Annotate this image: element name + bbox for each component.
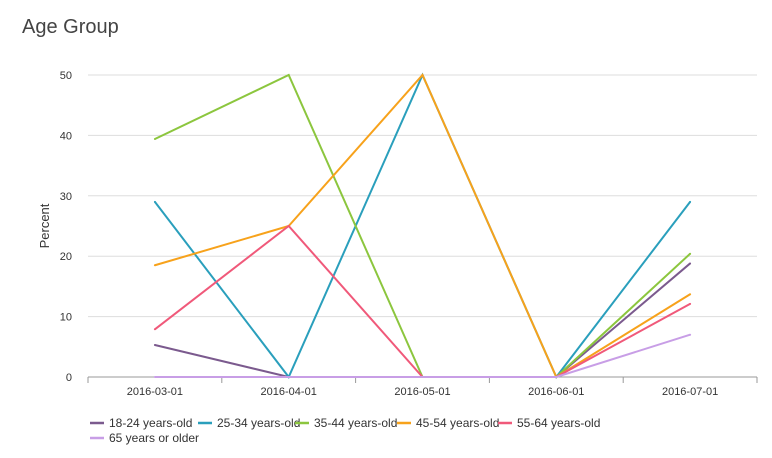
legend-label: 45-54 years-old xyxy=(416,416,499,430)
x-tick-label: 2016-05-01 xyxy=(394,386,450,398)
data-point xyxy=(555,376,558,378)
data-point xyxy=(421,74,424,76)
data-point xyxy=(287,376,290,378)
chart-title: Age Group xyxy=(22,16,119,38)
y-tick-label: 40 xyxy=(60,130,72,142)
data-point xyxy=(287,74,290,76)
data-point xyxy=(153,343,156,346)
data-point xyxy=(689,252,692,255)
data-point xyxy=(689,302,692,305)
y-tick-label: 0 xyxy=(66,372,72,384)
legend-label: 35-44 years-old xyxy=(314,416,397,430)
data-point xyxy=(689,333,692,336)
data-point xyxy=(689,293,692,296)
legend-label: 18-24 years-old xyxy=(109,416,192,430)
y-axis-label: Percent xyxy=(37,203,52,248)
x-tick-label: 2016-04-01 xyxy=(261,386,317,398)
x-tick-label: 2016-03-01 xyxy=(127,386,183,398)
data-point xyxy=(689,200,692,203)
legend-label: 25-34 years-old xyxy=(217,416,300,430)
data-point xyxy=(421,376,424,378)
series-line-65-years-or-older xyxy=(154,333,691,378)
data-point xyxy=(153,328,156,331)
x-tick-label: 2016-07-01 xyxy=(662,386,718,398)
data-point xyxy=(153,264,156,267)
x-tick-label: 2016-06-01 xyxy=(528,386,584,398)
y-tick-label: 30 xyxy=(60,191,72,203)
legend-label: 65 years or older xyxy=(109,431,199,445)
data-point xyxy=(689,262,692,265)
data-point xyxy=(287,225,290,227)
data-point xyxy=(153,376,156,378)
series-line-55-64-years-old xyxy=(154,224,691,378)
y-tick-label: 20 xyxy=(60,251,72,263)
data-point xyxy=(153,138,156,141)
legend-label: 55-64 years-old xyxy=(517,416,600,430)
y-tick-label: 10 xyxy=(60,312,72,324)
y-tick-label: 50 xyxy=(60,70,72,82)
data-point xyxy=(153,200,156,203)
